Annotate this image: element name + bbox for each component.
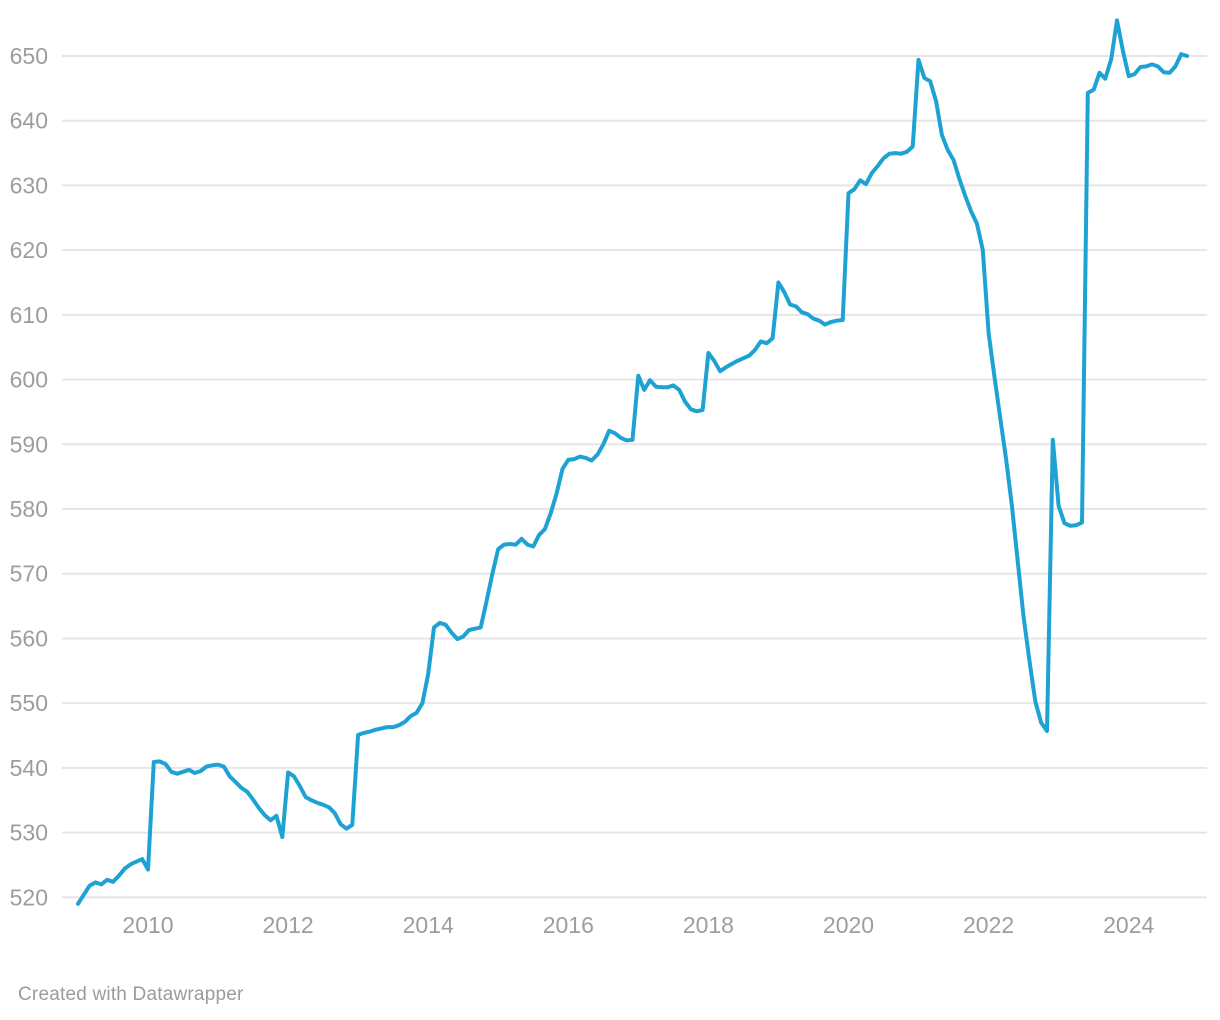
x-tick-label: 2016 [543,912,594,938]
y-tick-label: 600 [10,367,48,393]
y-tick-label: 640 [10,108,48,134]
y-tick-label: 570 [10,561,48,587]
x-tick-label: 2018 [683,912,734,938]
y-tick-label: 550 [10,690,48,716]
y-tick-label: 590 [10,431,48,457]
chart-footer: Created with Datawrapper [18,984,244,1006]
y-tick-label: 580 [10,496,48,522]
y-tick-label: 540 [10,755,48,781]
y-tick-label: 620 [10,237,48,263]
x-tick-label: 2010 [122,912,173,938]
x-tick-label: 2012 [263,912,314,938]
x-tick-label: 2022 [963,912,1014,938]
x-tick-label: 2024 [1103,912,1154,938]
y-tick-label: 560 [10,625,48,651]
x-tick-label: 2020 [823,912,874,938]
x-tick-label: 2014 [403,912,454,938]
y-tick-label: 520 [10,884,48,910]
series-line [76,18,1190,906]
datawrapper-credit: Created with Datawrapper [18,984,244,1005]
y-tick-label: 610 [10,302,48,328]
y-tick-label: 630 [10,172,48,198]
line-chart: 520 530 540 550 560 570 580 590 600 610 620 630 640 6… [10,18,1207,938]
y-tick-label: 650 [10,43,48,69]
y-tick-label: 530 [10,820,48,846]
